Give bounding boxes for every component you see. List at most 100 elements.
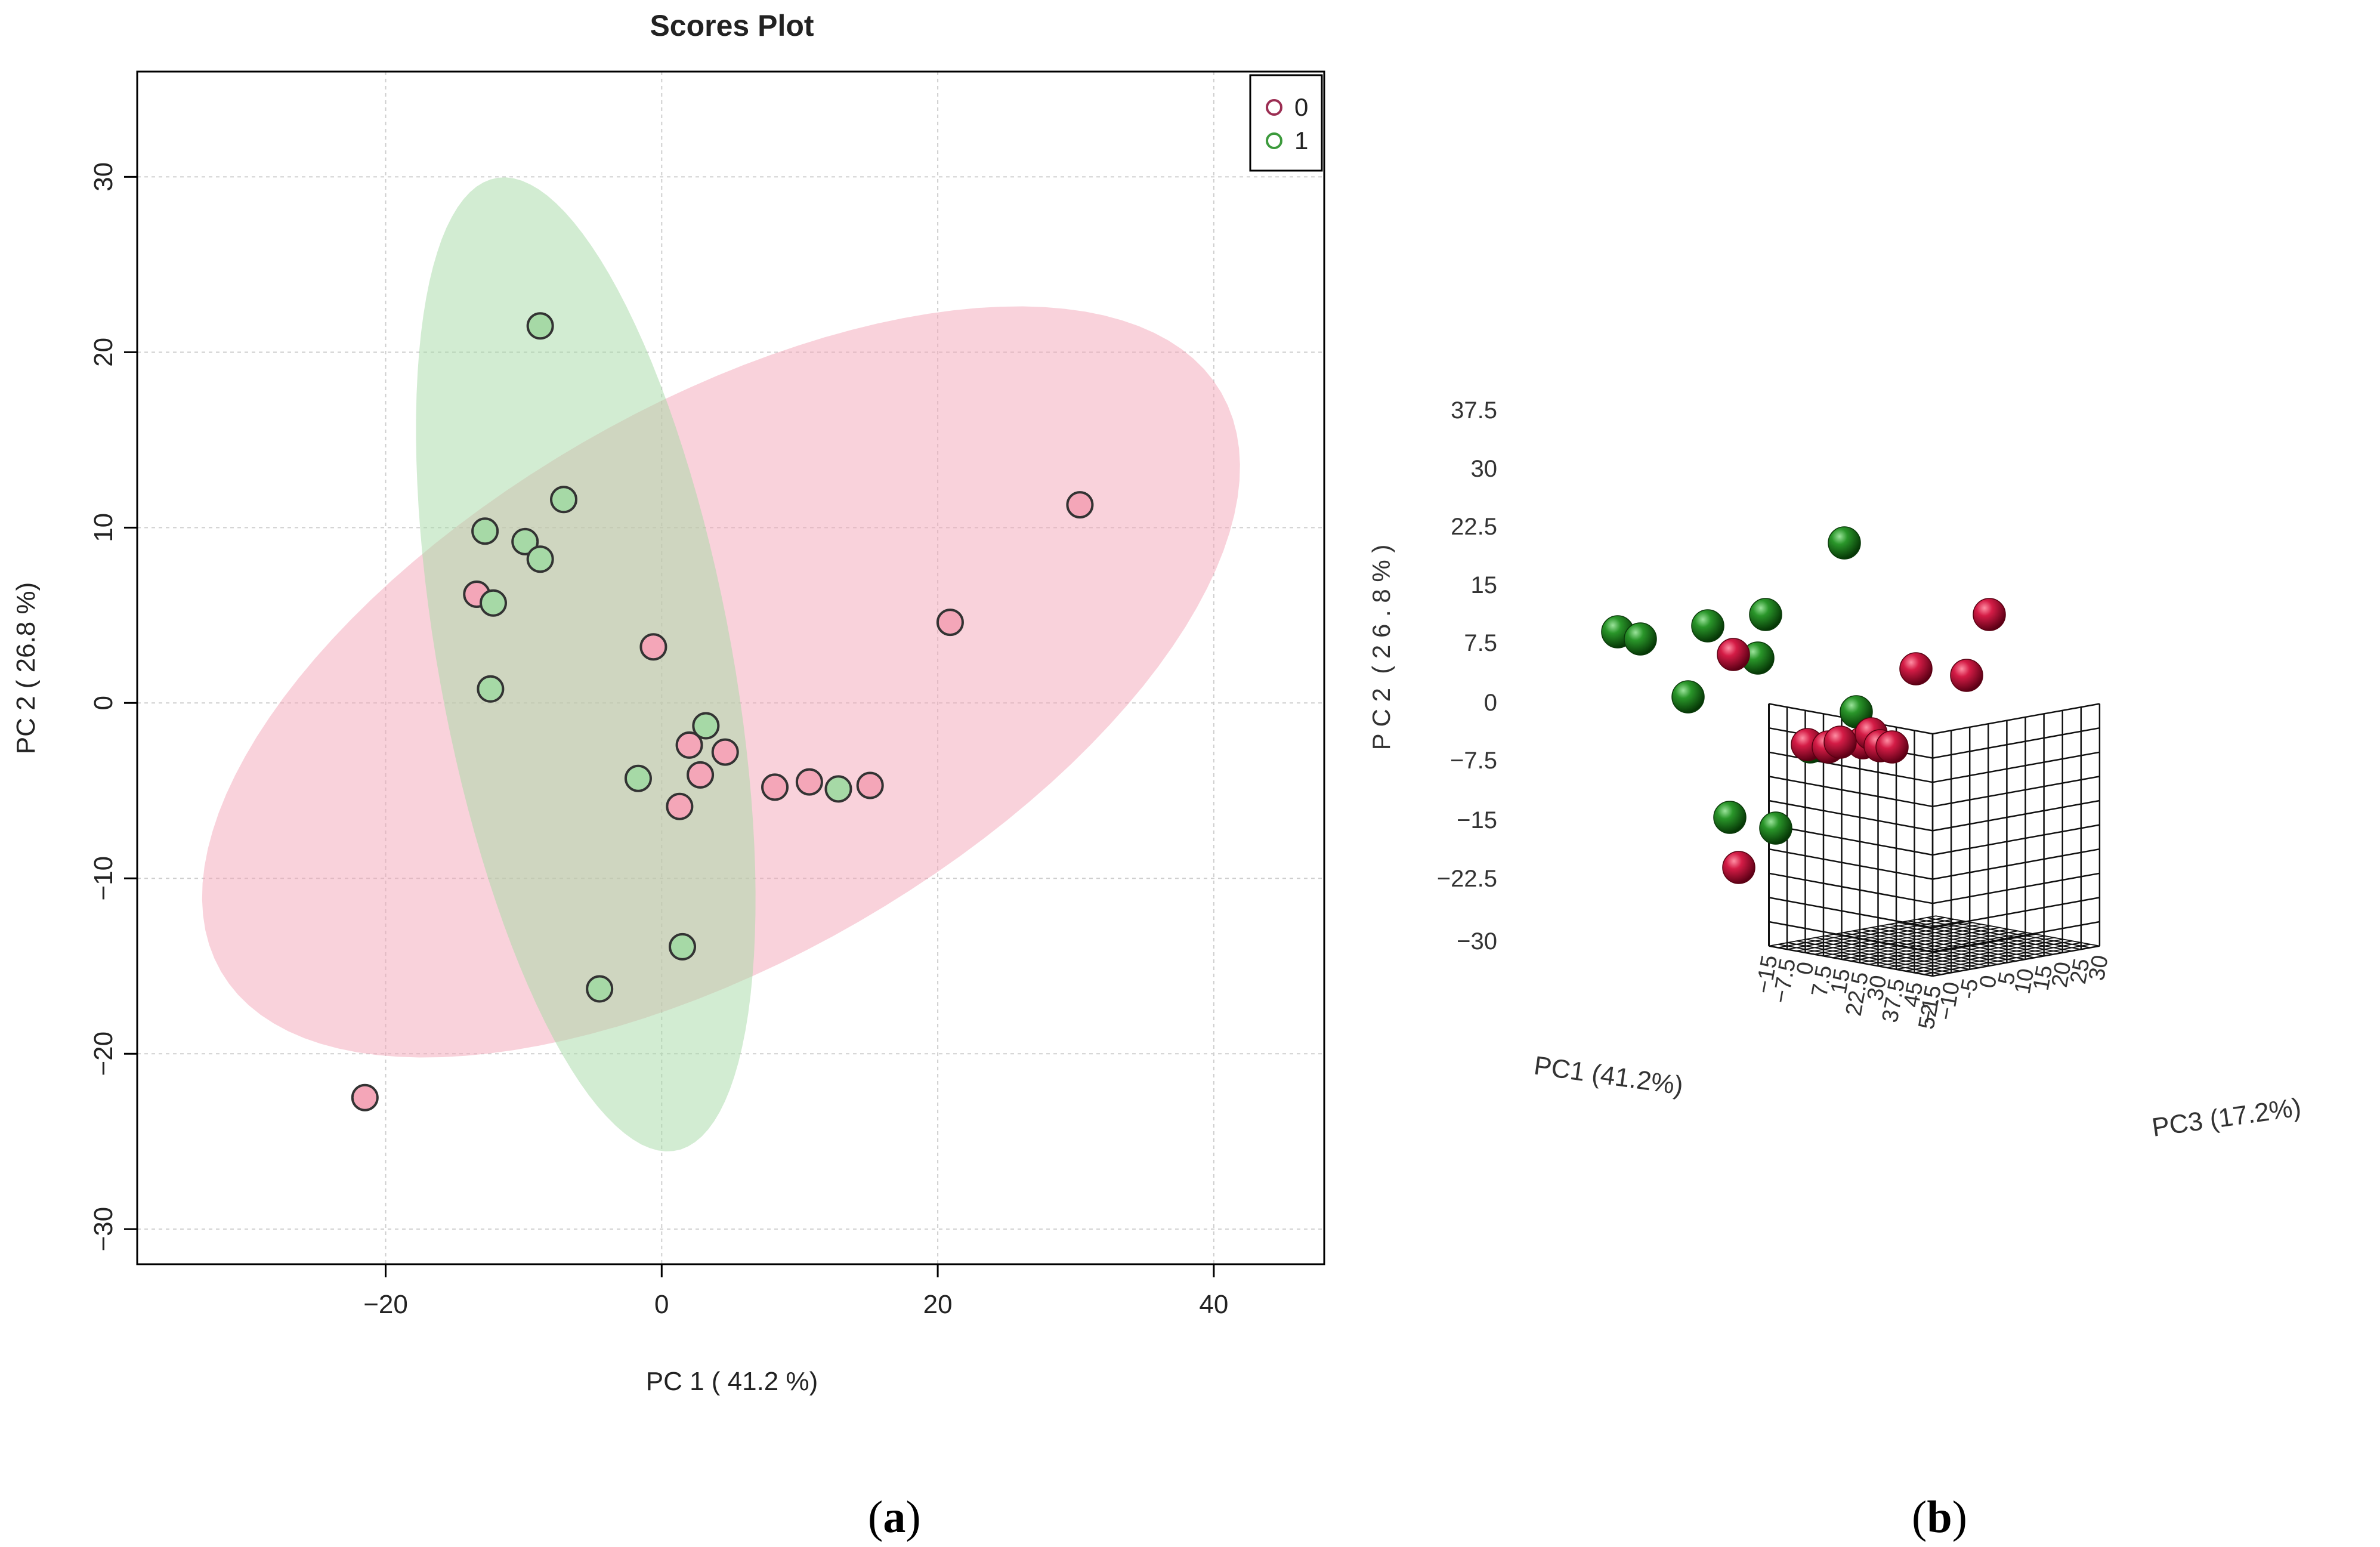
legend-label-0: 0 (1294, 93, 1308, 121)
3d-scores-plot-panel: 37.53022.5157.50−7.5−15−22.5−30−15−7.507… (1367, 397, 2303, 1143)
3d-axis-ticks: 37.53022.5157.50−7.5−15−22.5−30−15−7.507… (1437, 397, 2113, 1031)
3d-y-tick-label: 0 (1484, 690, 1497, 716)
point-group-1 (526, 312, 554, 340)
back-right-grid-line (1932, 751, 2100, 783)
point-group-0 (639, 633, 667, 661)
y-tick-label: −20 (89, 1032, 118, 1076)
x-tick-label: −20 (363, 1290, 408, 1319)
3d-point-group-1 (1759, 811, 1792, 845)
plot-frame (136, 70, 1325, 1265)
3d-z-tick-label: 10 (2010, 967, 2039, 996)
3d-point-group-0 (1973, 598, 2006, 631)
point-group-1 (692, 712, 720, 740)
3d-x-tick-label: 30 (1863, 973, 1892, 1002)
3d-point-group-1 (1624, 622, 1657, 656)
3d-point-group-0 (1899, 652, 1933, 686)
back-left-grid-line (1769, 848, 1933, 880)
3d-z-tick-label: 20 (2047, 960, 2076, 989)
x-tick-label: 40 (1199, 1290, 1228, 1319)
point-group-0 (795, 768, 823, 796)
x-tick-label: 0 (654, 1290, 669, 1319)
point-group-1 (480, 589, 507, 617)
3d-point-group-1 (1713, 801, 1747, 834)
legend-label-1: 1 (1294, 126, 1308, 155)
3d-z-tick-label: 25 (2066, 956, 2095, 986)
point-group-1 (824, 775, 852, 803)
3d-y-tick-label: 30 (1471, 456, 1498, 482)
y-tick-label: −30 (89, 1207, 118, 1252)
3d-point-group-0 (1875, 730, 1909, 764)
point-group-1 (477, 675, 505, 703)
point-group-0 (666, 792, 694, 820)
3d-y-tick-label: 22.5 (1451, 514, 1497, 540)
back-right-grid-line (1932, 799, 2100, 832)
point-group-0 (1066, 491, 1094, 519)
back-left-grid-line (1769, 921, 1933, 953)
3d-point-group-0 (1823, 725, 1857, 759)
3d-y-tick-label: −7.5 (1450, 748, 1497, 774)
y-tick-label: 10 (89, 513, 118, 542)
back-left-grid-line (1769, 751, 1933, 783)
legend-marker-1 (1266, 132, 1282, 149)
point-group-1 (550, 486, 578, 514)
3d-z-tick-label: 30 (2084, 953, 2113, 983)
point-group-1 (471, 517, 499, 545)
3d-z-tick-label: -5 (1955, 977, 1983, 1001)
3d-y-tick-label: 7.5 (1464, 630, 1497, 656)
3d-y-tick-label: −15 (1457, 807, 1497, 833)
point-group-0 (687, 761, 715, 789)
point-group-1 (624, 764, 652, 792)
back-right-grid-line (1932, 872, 2100, 904)
3d-x-tick-label: 15 (1826, 967, 1856, 996)
back-left-grid-line (1769, 824, 1933, 856)
back-right-grid-line (1932, 703, 2100, 735)
point-group-1 (669, 932, 697, 961)
3d-point-group-0 (1950, 659, 1983, 692)
3d-x-axis-label: PC1 (41.2%) (1532, 1051, 1685, 1101)
floor-grid-line (1786, 918, 1955, 950)
3d-y-tick-label: −22.5 (1437, 866, 1497, 892)
point-group-1 (586, 975, 614, 1003)
3d-y-tick-label: 15 (1471, 572, 1498, 598)
3d-point-group-0 (1717, 638, 1750, 671)
point-group-0 (711, 738, 739, 766)
legend-box (1249, 74, 1323, 172)
3d-x-tick-label: 7.5 (1807, 964, 1837, 999)
floor-grid-line (1778, 917, 1945, 949)
y-tick-label: 20 (89, 338, 118, 367)
panel-label-b: (b) (1912, 1492, 1967, 1542)
3d-point-group-1 (1749, 598, 1782, 631)
data-points (351, 312, 1094, 1111)
floor-grid-line (1936, 915, 2100, 947)
confidence-ellipses (202, 177, 1240, 1151)
chart-title: Scores Plot (650, 9, 814, 42)
floor-grid-line (1908, 920, 2072, 952)
point-group-0 (856, 771, 884, 799)
back-right-grid-line (1932, 824, 2100, 856)
3d-point-group-0 (1722, 851, 1755, 884)
3d-y-tick-label: 37.5 (1451, 397, 1497, 424)
y-axis-label: PC 2 ( 26.8 %) (11, 582, 41, 755)
y-tick-label: 0 (89, 696, 118, 710)
x-axis-label: PC 1 ( 41.2 %) (646, 1367, 818, 1396)
back-left-grid-line (1769, 897, 1933, 929)
3d-z-axis-label: PC3 (17.2%) (2150, 1092, 2303, 1143)
point-group-0 (761, 773, 789, 801)
point-group-1 (526, 545, 554, 573)
ellipse-group-1 (416, 177, 756, 1151)
legend-marker-0 (1266, 99, 1282, 116)
y-tick-label: −10 (89, 856, 118, 901)
3d-point-group-1 (1671, 680, 1705, 714)
3d-x-tick-label: 45 (1899, 980, 1928, 1009)
point-group-0 (675, 731, 703, 759)
3d-point-group-1 (1828, 526, 1861, 560)
x-tick-label: 20 (923, 1290, 953, 1319)
floor-grid-line (1769, 915, 1936, 947)
panel-label-a: (a) (868, 1492, 921, 1542)
legend: 0 1 (1249, 74, 1323, 172)
back-right-grid-line (1932, 776, 2100, 808)
point-group-0 (351, 1083, 379, 1111)
back-left-grid-line (1769, 799, 1933, 832)
